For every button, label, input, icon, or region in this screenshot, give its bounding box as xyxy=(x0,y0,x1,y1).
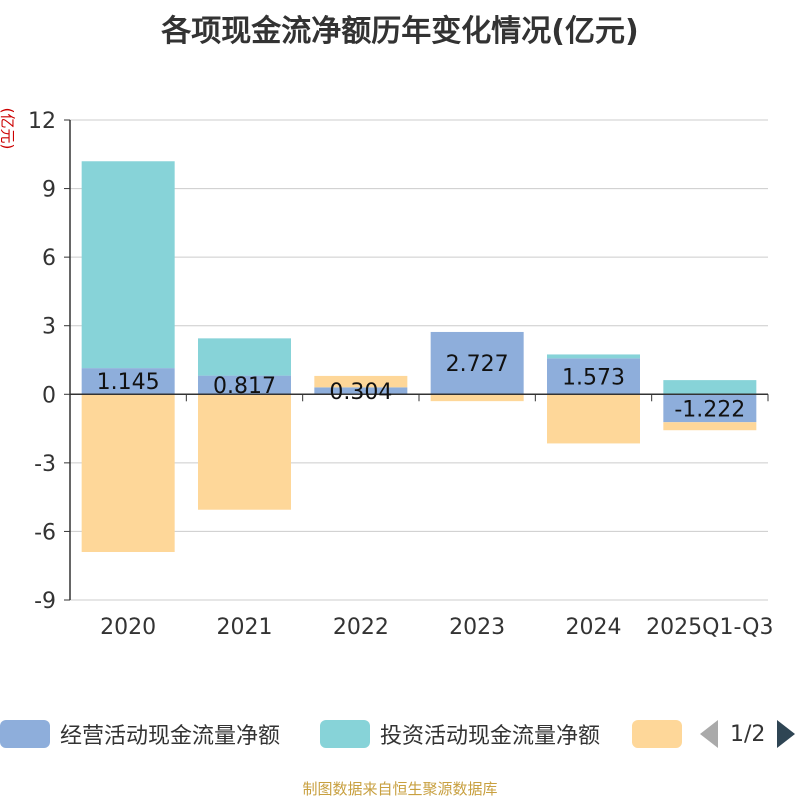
data-label-operating: 0.817 xyxy=(213,374,276,399)
data-label-operating: 0.304 xyxy=(329,380,392,405)
legend-next-page-icon[interactable] xyxy=(777,720,796,748)
chart-title: 各项现金流净额历年变化情况(亿元) xyxy=(161,14,639,49)
legend-label-operating: 经营活动现金流量净额 xyxy=(60,724,281,749)
data-label-operating: 1.573 xyxy=(562,365,625,390)
bar-financing-2020 xyxy=(81,394,175,552)
bar-investing-2020 xyxy=(81,161,175,369)
bar-investing-2024 xyxy=(547,354,640,359)
legend-label-investing: 投资活动现金流量净额 xyxy=(380,724,601,749)
legend-item-financing[interactable] xyxy=(632,716,692,752)
x-tick-label: 2025Q1-Q3 xyxy=(646,615,773,640)
legend-item-investing[interactable]: 投资活动现金流量净额 xyxy=(320,716,600,752)
x-tick-label: 2021 xyxy=(217,615,273,640)
legend-item-operating[interactable]: 经营活动现金流量净额 xyxy=(0,716,280,752)
y-tick-label: 9 xyxy=(42,178,56,203)
legend-prev-page-icon[interactable] xyxy=(700,720,718,748)
legend-swatch-investing xyxy=(320,720,370,748)
bar-financing-2021 xyxy=(198,394,291,510)
y-tick-label: 6 xyxy=(42,246,56,271)
bar-operating-2024 xyxy=(547,358,640,395)
legend-pager: 1/2 xyxy=(700,716,796,752)
bar-financing-2022 xyxy=(314,375,408,388)
y-tick-label: 12 xyxy=(28,109,56,134)
x-tick-label: 2023 xyxy=(449,615,505,640)
bar-operating-2021 xyxy=(198,375,291,395)
x-tick-label: 2020 xyxy=(100,615,156,640)
bar-operating-2023 xyxy=(430,331,524,395)
x-tick-label: 2024 xyxy=(566,615,622,640)
y-tick-label: -6 xyxy=(34,520,56,545)
bar-financing-2023 xyxy=(430,394,524,402)
bar-investing-2025Q1-Q3 xyxy=(663,380,757,395)
y-tick-label: -3 xyxy=(34,452,56,477)
legend: 经营活动现金流量净额 投资活动现金流量净额 1/2 xyxy=(0,716,800,756)
x-tick-label: 2022 xyxy=(333,615,389,640)
y-tick-label: 0 xyxy=(42,383,56,408)
data-label-operating: 1.145 xyxy=(97,370,160,395)
bar-financing-2024 xyxy=(547,394,640,444)
bar-operating-2020 xyxy=(81,368,175,395)
legend-swatch-financing xyxy=(632,720,682,748)
y-tick-label: 3 xyxy=(42,315,56,340)
data-label-operating: -1.222 xyxy=(674,397,745,422)
bar-operating-2025Q1-Q3 xyxy=(663,394,757,423)
bar-financing-2025Q1-Q3 xyxy=(663,422,757,431)
y-tick-label: -9 xyxy=(34,589,56,614)
legend-swatch-operating xyxy=(0,720,50,748)
data-source-note: 制图数据来自恒生聚源数据库 xyxy=(302,780,498,798)
legend-page-indicator: 1/2 xyxy=(730,721,766,747)
bar-operating-2022 xyxy=(314,387,408,395)
bar-investing-2021 xyxy=(198,338,291,376)
data-label-operating: 2.727 xyxy=(446,352,509,377)
